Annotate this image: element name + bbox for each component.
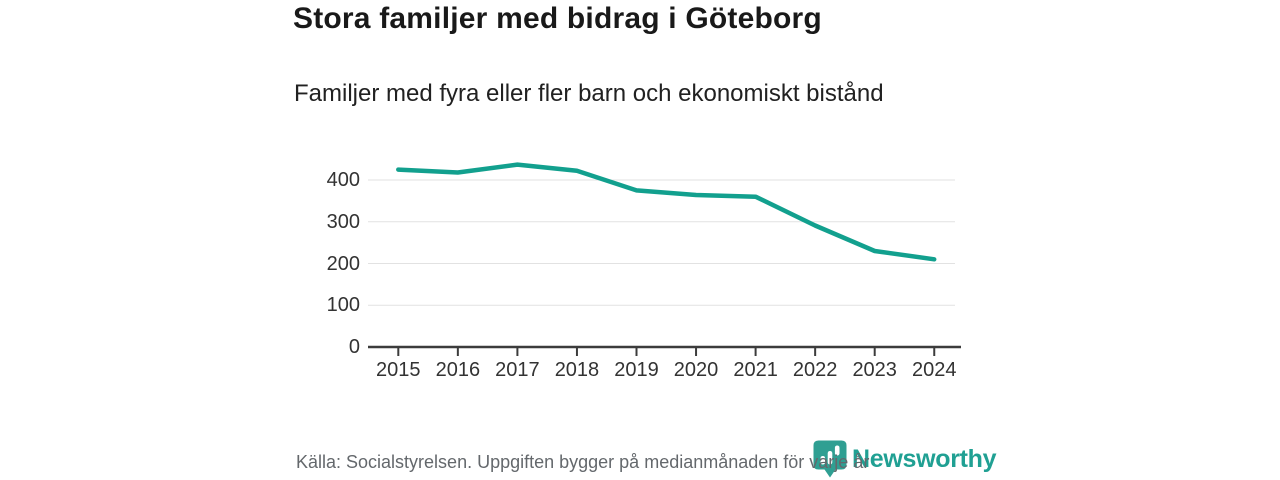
newsworthy-logo-icon	[813, 440, 847, 478]
logo-bar-medium	[827, 451, 833, 465]
x-tick-label-2017: 2017	[495, 359, 540, 381]
y-tick-label-200: 200	[326, 252, 360, 275]
plot-area	[368, 162, 961, 356]
x-tick-label-2022: 2022	[792, 359, 838, 381]
newsworthy-logo-text: Newsworthy	[852, 444, 997, 473]
x-tick-label-2023: 2023	[852, 359, 897, 381]
x-tick-label-2015: 2015	[376, 359, 421, 381]
x-tick-label-2020: 2020	[673, 359, 719, 381]
chart-subtitle: Familjer med fyra eller fler barn och ek…	[294, 80, 884, 107]
y-tick-label-300: 300	[326, 210, 360, 233]
x-tick-label-2018: 2018	[554, 359, 600, 381]
source-note: Källa: Socialstyrelsen. Uppgiften bygger…	[296, 452, 870, 472]
x-tick-label-2021: 2021	[733, 359, 778, 381]
y-tick-label-100: 100	[326, 294, 360, 317]
y-tick-label-0: 0	[348, 336, 360, 358]
logo-bar-tall	[834, 445, 840, 456]
y-tick-label-400: 400	[326, 169, 360, 191]
x-tick-label-2019: 2019	[614, 359, 659, 381]
newsworthy-logo: Newsworthy	[813, 440, 997, 478]
chart-title: Stora familjer med bidrag i Göteborg	[293, 2, 822, 35]
data-series-line	[396, 162, 937, 262]
x-tick-label-2024: 2024	[912, 359, 957, 381]
logo-bar-short	[820, 456, 826, 465]
x-tick-label-2016: 2016	[435, 359, 481, 381]
